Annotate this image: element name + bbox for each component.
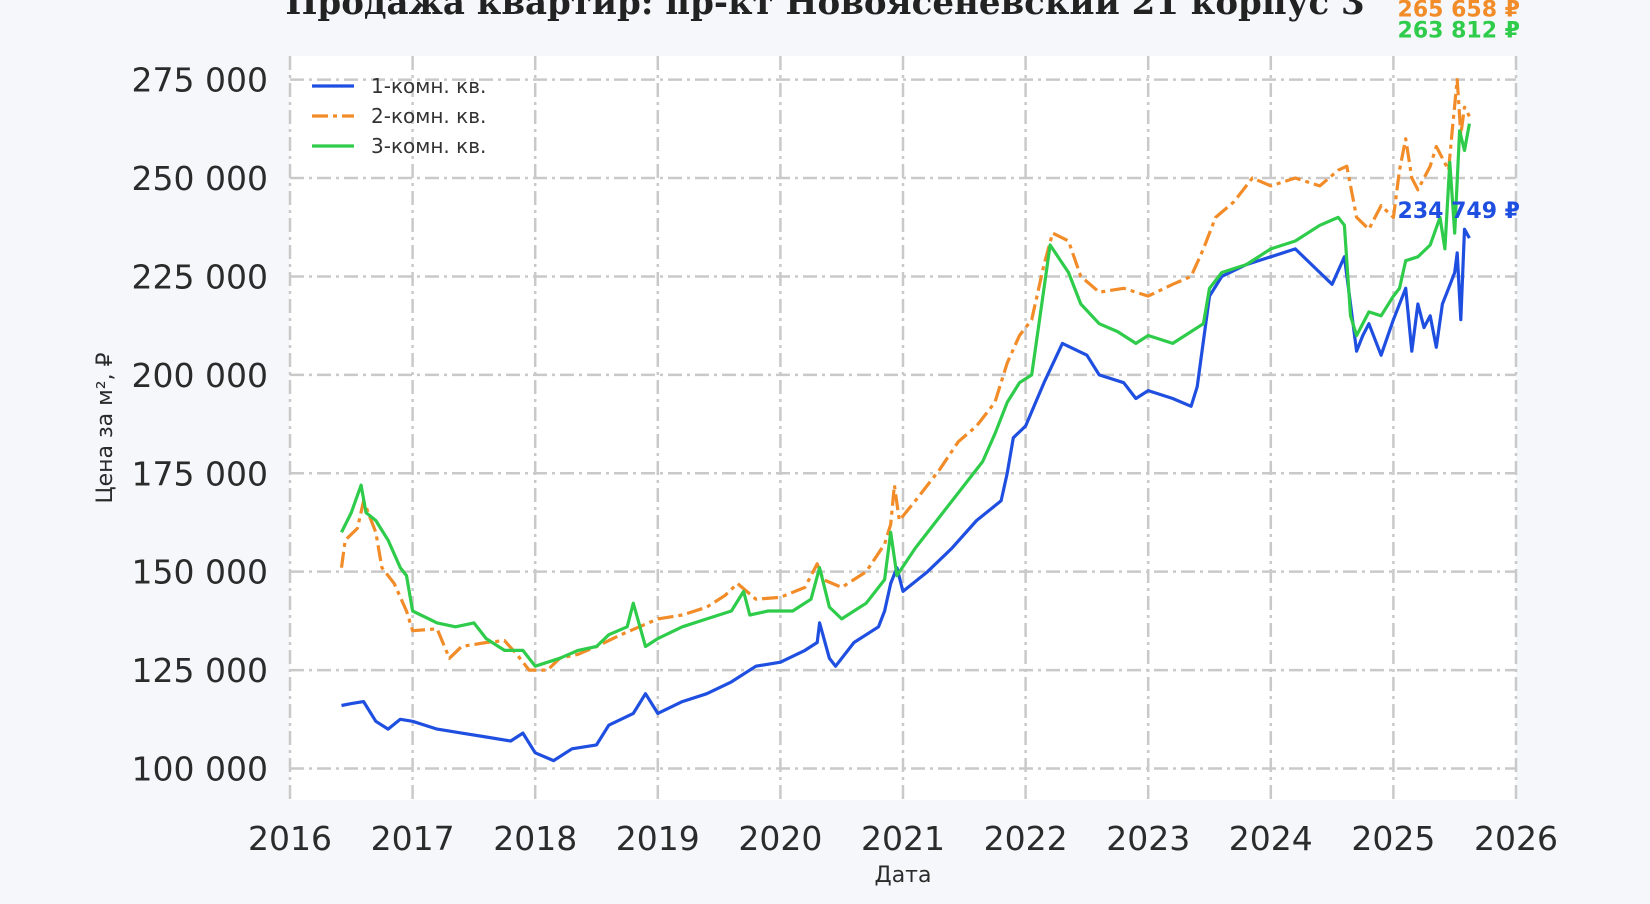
end-value-label: 265 658 ₽ [1398,0,1520,22]
x-tick-label: 2018 [493,819,577,858]
x-tick-label: 2019 [616,819,700,858]
x-tick-label: 2025 [1351,819,1435,858]
y-tick-label: 200 000 [132,356,268,395]
series-line-3 [340,123,1471,668]
x-tick-label: 2026 [1474,819,1558,858]
y-axis-ticks: 100 000 125 000 150 000 175 000 200 000 225 0… [132,61,268,789]
x-tick-label: 2017 [371,819,455,858]
end-value-label: 263 812 ₽ [1398,19,1520,44]
y-tick-label: 175 000 [132,454,268,493]
y-tick-label: 275 000 [132,61,268,100]
x-tick-label: 2021 [861,819,945,858]
grid [288,56,1518,800]
x-tick-label: 2024 [1229,819,1313,858]
end-labels: 234 749 ₽ 265 658 ₽263 812 ₽ [1398,0,1520,224]
y-tick-label: 100 000 [132,750,268,789]
chart-title: Продажа квартир: пр-кт Новоясеневский 21… [285,0,1364,23]
x-tick-label: 2022 [984,819,1068,858]
series-line-2 [339,78,1471,672]
y-tick-label: 225 000 [132,257,268,296]
legend-entry: 3-комн. кв. [371,134,486,158]
legend: 1-комн. кв. 2-комн. кв. 3-комн. кв. [312,74,486,158]
y-tick-label: 125 000 [132,651,268,690]
y-axis-label: Цена за м², ₽ [93,352,118,503]
x-tick-label: 2023 [1106,819,1190,858]
x-tick-label: 2016 [248,819,332,858]
x-tick-label: 2020 [738,819,822,858]
y-tick-label: 250 000 [132,159,268,198]
series-group [339,78,1471,763]
legend-entry: 1-комн. кв. [371,74,486,98]
end-value-label: 234 749 ₽ [1398,199,1520,224]
x-axis-label: Дата [875,863,932,888]
x-axis-ticks: 2016 2017 2018 2019 2020 2021 2022 2023 2024 2025… [248,819,1558,858]
legend-entry: 2-комн. кв. [371,104,486,128]
series-line-1 [341,227,1471,763]
y-tick-label: 150 000 [132,553,268,592]
